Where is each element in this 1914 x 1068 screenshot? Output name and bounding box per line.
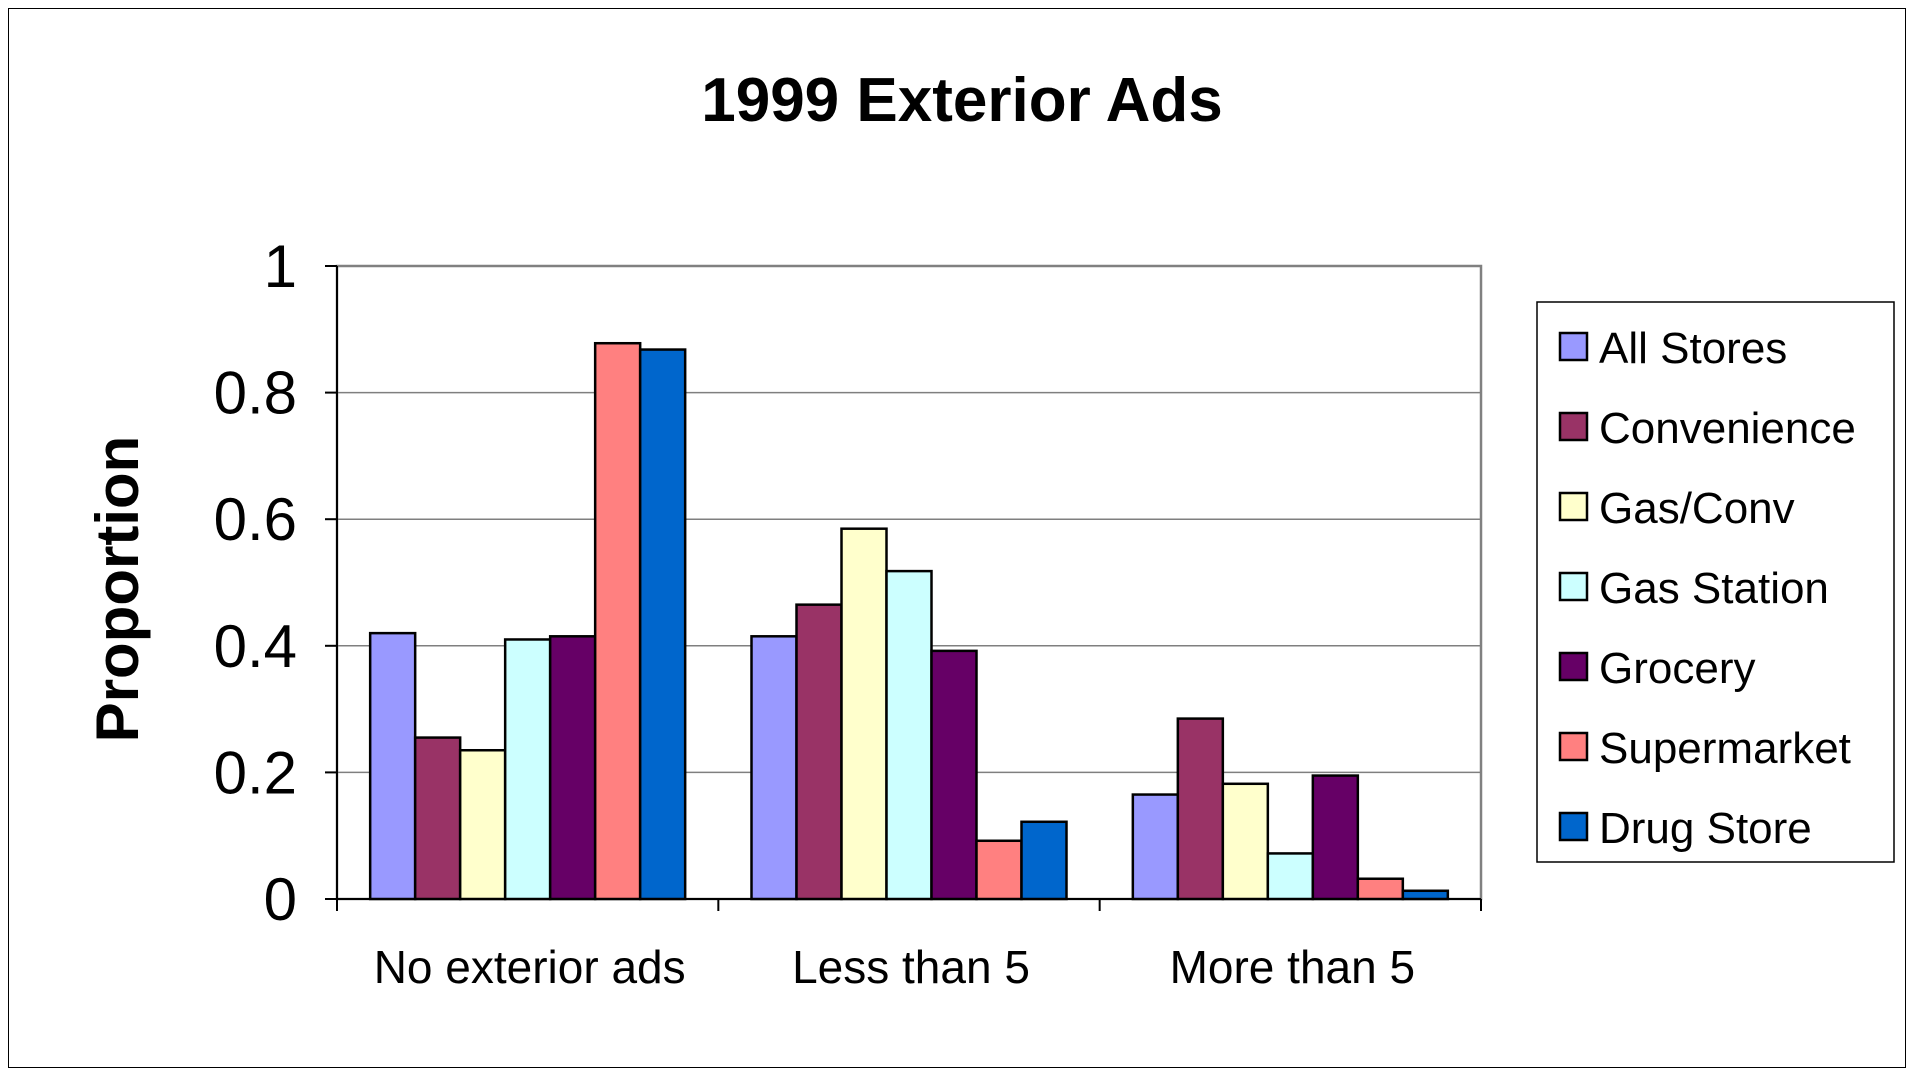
bar-gas-station-2 (885, 569, 933, 901)
chart-frame: 1999 Exterior Ads Proportion 0 0.2 0.4 0.6 0… (8, 8, 1906, 1068)
y-tick-label: 0.2 (214, 739, 297, 806)
bar-all-stores-3 (1131, 793, 1180, 901)
bar-convenience-3 (1176, 717, 1225, 901)
bar-supermarket-1 (593, 341, 642, 901)
bar-drug-store-2 (1020, 820, 1068, 901)
bar-gas-station-1 (503, 638, 552, 901)
bar-grocery-2 (930, 649, 978, 901)
bar-all-stores-1 (368, 631, 417, 901)
legend-label: All Stores (1599, 324, 1787, 373)
bar-convenience-2 (795, 603, 843, 901)
y-tick-label: 0.4 (214, 613, 297, 680)
legend-box (1536, 301, 1895, 863)
legend-label: Gas Station (1599, 564, 1829, 613)
y-tick-label: 0 (264, 866, 297, 933)
y-tick-label: 1 (264, 233, 297, 300)
legend-label: Convenience (1599, 404, 1856, 453)
legend-swatch (1558, 411, 1589, 442)
bar-convenience-1 (413, 736, 462, 901)
chart-title: 1999 Exterior Ads (701, 66, 1223, 135)
legend-swatch (1558, 651, 1589, 682)
y-tick-label: 0.8 (214, 360, 297, 427)
bar-gas-conv-1 (458, 748, 507, 901)
plot-area: 0 0.2 0.4 0.6 0.8 1 No exterior ads Less than 5… (214, 233, 1483, 993)
legend-label: Grocery (1599, 644, 1755, 693)
bar-gas-conv-2 (840, 527, 888, 901)
bar-supermarket-3 (1356, 877, 1405, 901)
legend-label: Gas/Conv (1599, 484, 1795, 533)
legend-swatch (1558, 571, 1589, 602)
y-tick-label: 0.6 (214, 486, 297, 553)
bar-drug-store-3 (1401, 889, 1450, 901)
bar-grocery-3 (1311, 774, 1360, 901)
chart-svg: 1999 Exterior Ads Proportion 00.20.40.60… (84, 66, 1895, 993)
x-category-label: No exterior ads (374, 941, 686, 993)
y-axis-label: Proportion (84, 436, 151, 743)
bar-grocery-1 (548, 635, 597, 901)
bar-gas-conv-3 (1221, 782, 1270, 901)
bar-drug-store-1 (638, 348, 687, 901)
legend-swatch (1558, 811, 1589, 842)
legend-label: Drug Store (1599, 804, 1812, 853)
bar-gas-station-3 (1266, 852, 1315, 901)
legend: All Stores Convenience Gas/Conv Gas Station… (1536, 301, 1895, 863)
x-category-label: Less than 5 (792, 941, 1030, 993)
legend-label: Supermarket (1599, 724, 1851, 773)
bar-supermarket-2 (975, 839, 1023, 901)
x-category-label: More than 5 (1170, 941, 1415, 993)
bar-all-stores-2 (750, 635, 798, 901)
legend-swatch (1558, 331, 1589, 362)
legend-swatch (1558, 491, 1589, 522)
legend-swatch (1558, 731, 1589, 762)
